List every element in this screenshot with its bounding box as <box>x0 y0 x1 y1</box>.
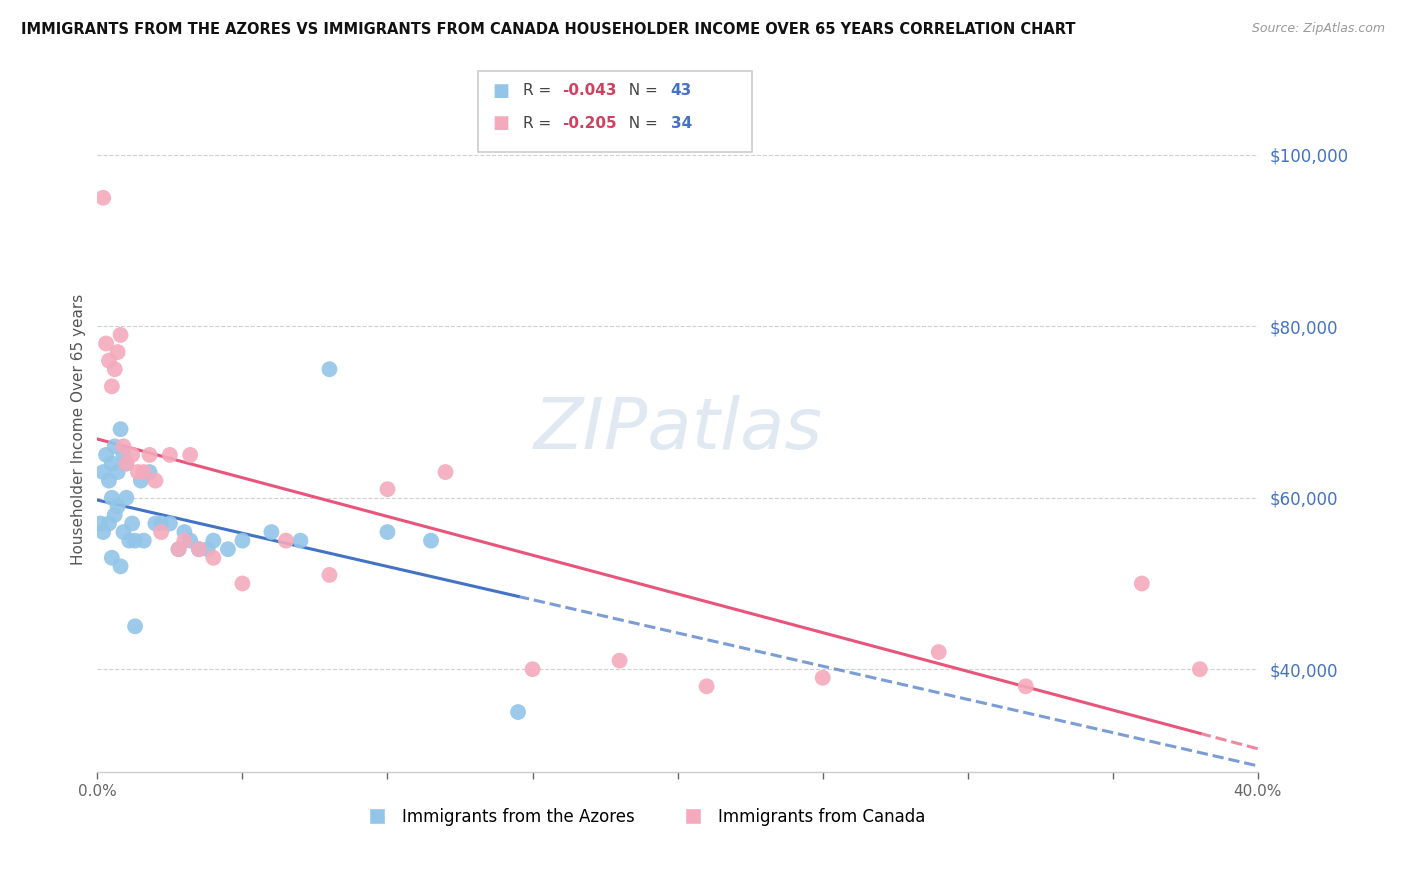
Point <box>217 542 239 557</box>
Point <box>124 619 146 633</box>
Point <box>107 465 129 479</box>
Point <box>121 448 143 462</box>
Point <box>231 576 253 591</box>
Point <box>104 362 127 376</box>
Text: -0.043: -0.043 <box>562 84 617 98</box>
Point <box>107 500 129 514</box>
Point <box>696 679 718 693</box>
Text: ZIPatlas: ZIPatlas <box>533 394 823 464</box>
Point <box>1015 679 1038 693</box>
Point <box>150 516 173 531</box>
Point <box>145 474 167 488</box>
Point <box>179 448 201 462</box>
Point <box>159 516 181 531</box>
Point <box>129 474 152 488</box>
Text: IMMIGRANTS FROM THE AZORES VS IMMIGRANTS FROM CANADA HOUSEHOLDER INCOME OVER 65 : IMMIGRANTS FROM THE AZORES VS IMMIGRANTS… <box>21 22 1076 37</box>
Text: R =: R = <box>523 116 557 130</box>
Point <box>167 542 190 557</box>
Point <box>132 533 155 548</box>
Point <box>91 524 114 539</box>
Point <box>811 671 834 685</box>
Point <box>97 474 120 488</box>
Text: 34: 34 <box>671 116 692 130</box>
Point <box>231 533 253 548</box>
Point <box>97 353 120 368</box>
Point <box>1188 662 1211 676</box>
Point <box>127 465 149 479</box>
Point <box>202 533 225 548</box>
Point <box>928 645 950 659</box>
Point <box>132 465 155 479</box>
Point <box>91 465 114 479</box>
Point <box>187 542 209 557</box>
Point <box>112 524 135 539</box>
Point <box>197 542 219 557</box>
Point <box>118 533 141 548</box>
Point <box>101 379 124 393</box>
Text: ■: ■ <box>492 82 509 100</box>
Text: 43: 43 <box>671 84 692 98</box>
Point <box>115 457 138 471</box>
Point <box>112 439 135 453</box>
Point <box>110 327 132 342</box>
Point <box>110 559 132 574</box>
Y-axis label: Householder Income Over 65 years: Householder Income Over 65 years <box>72 293 86 565</box>
Text: ■: ■ <box>492 114 509 132</box>
Point <box>522 662 544 676</box>
Point <box>104 439 127 453</box>
Point <box>260 524 283 539</box>
Point <box>101 491 124 505</box>
Point <box>318 568 340 582</box>
Text: N =: N = <box>619 84 662 98</box>
Point <box>89 516 111 531</box>
Point <box>124 533 146 548</box>
Point <box>609 654 631 668</box>
Point <box>506 705 529 719</box>
Point <box>101 457 124 471</box>
Point <box>112 448 135 462</box>
Point <box>167 542 190 557</box>
Point <box>318 362 340 376</box>
Point <box>91 191 114 205</box>
Point <box>115 491 138 505</box>
Point <box>104 508 127 522</box>
Point <box>145 516 167 531</box>
Point <box>187 542 209 557</box>
Point <box>94 336 117 351</box>
Text: N =: N = <box>619 116 662 130</box>
Point <box>420 533 443 548</box>
Point <box>274 533 297 548</box>
Point <box>101 550 124 565</box>
Point <box>377 524 399 539</box>
Point <box>159 448 181 462</box>
Point <box>138 465 160 479</box>
Point <box>97 516 120 531</box>
Point <box>173 524 195 539</box>
Point <box>434 465 457 479</box>
Point <box>290 533 312 548</box>
Text: Source: ZipAtlas.com: Source: ZipAtlas.com <box>1251 22 1385 36</box>
Point <box>138 448 160 462</box>
Point <box>150 524 173 539</box>
Legend: Immigrants from the Azores, Immigrants from Canada: Immigrants from the Azores, Immigrants f… <box>353 801 932 832</box>
Point <box>173 533 195 548</box>
Text: -0.205: -0.205 <box>562 116 617 130</box>
Point <box>179 533 201 548</box>
Point <box>94 448 117 462</box>
Point <box>110 422 132 436</box>
Point <box>1130 576 1153 591</box>
Point <box>115 457 138 471</box>
Point <box>377 482 399 496</box>
Text: R =: R = <box>523 84 557 98</box>
Point <box>121 516 143 531</box>
Point <box>202 550 225 565</box>
Point <box>107 345 129 359</box>
